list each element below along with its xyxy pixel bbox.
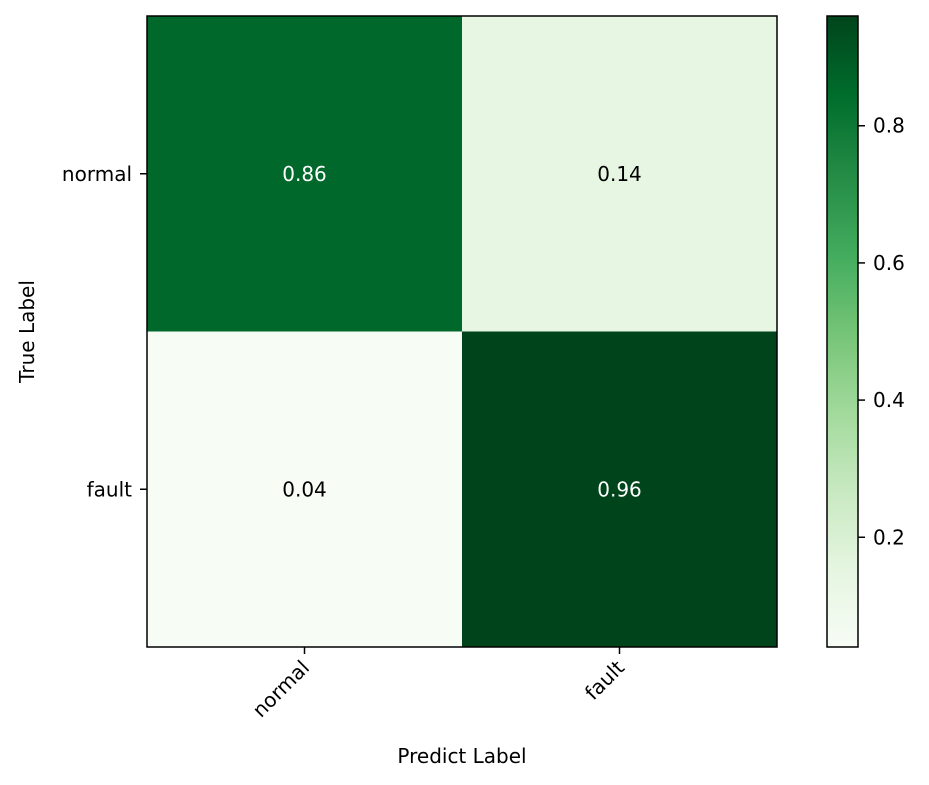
y-axis-label: True Label — [15, 280, 39, 384]
y-tick-label: fault — [87, 477, 133, 501]
plot-frame — [146, 15, 778, 648]
x-axis-ticks: normal fault — [248, 647, 629, 723]
colorbar-ticks: 0.2 0.4 0.6 0.8 — [858, 114, 905, 549]
x-tick-label: normal — [248, 656, 315, 723]
colorbar-tick-label: 0.6 — [873, 251, 905, 275]
y-axis-ticks: normal fault — [62, 162, 147, 501]
x-tick-label: fault — [580, 655, 629, 704]
cell-value-label: 0.14 — [597, 162, 642, 186]
cell-value-label: 0.96 — [597, 477, 642, 501]
heatmap-cell-normal-fault — [462, 16, 777, 332]
x-axis-label: Predict Label — [397, 744, 526, 768]
colorbar-tick-label: 0.4 — [873, 388, 905, 412]
colorbar-tick-label: 0.8 — [873, 114, 905, 138]
colorbar-tick-label: 0.2 — [873, 525, 905, 549]
cell-value-label: 0.86 — [282, 162, 327, 186]
heatmap-cells — [147, 16, 777, 647]
heatmap-cell-normal-normal — [147, 16, 462, 332]
heatmap-cell-fault-fault — [462, 331, 777, 647]
heatmap-cell-labels: 0.86 0.14 0.04 0.96 — [282, 162, 642, 502]
heatmap-cell-fault-normal — [147, 331, 462, 647]
colorbar — [826, 15, 859, 648]
cell-value-label: 0.04 — [282, 477, 327, 501]
y-tick-label: normal — [62, 162, 132, 186]
